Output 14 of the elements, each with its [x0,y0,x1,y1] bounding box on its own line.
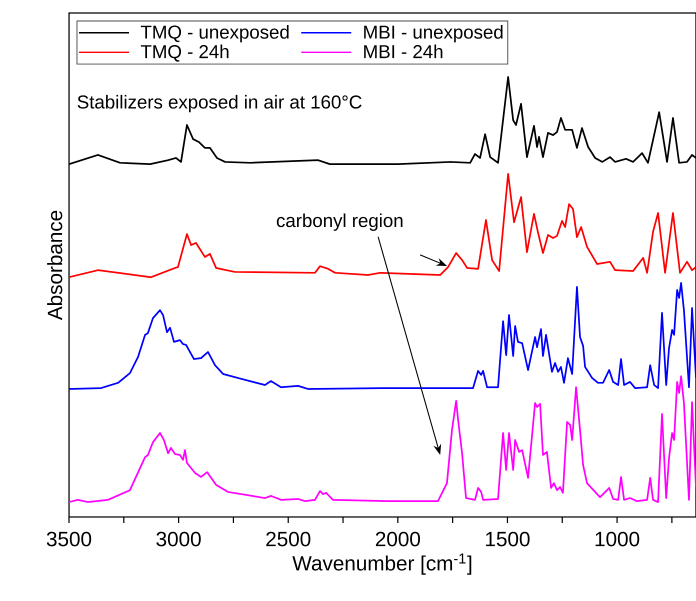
legend-label: MBI - unexposed [364,25,503,42]
annotation: Stabilizers exposed in air at 160°C [78,94,362,112]
x-tick-label: 1000 [596,532,640,546]
annotation: carbonyl region [276,213,402,231]
legend-label: TMQ - 24h [140,44,228,62]
x-tick-label: 3000 [156,532,201,546]
legend-label: MBI - 24h [364,44,442,58]
x-tick-label: 2000 [376,532,420,546]
x-axis-title: Wavenumber [cm$^{-1}$] [292,553,472,575]
x-tick-label: 3500 [46,532,92,546]
y-axis-title: Absorbance [47,210,62,320]
x-tick-label: 1500 [486,532,530,546]
x-tick-label: 2500 [266,532,310,546]
legend-label: TMQ - unexposed [140,25,289,42]
